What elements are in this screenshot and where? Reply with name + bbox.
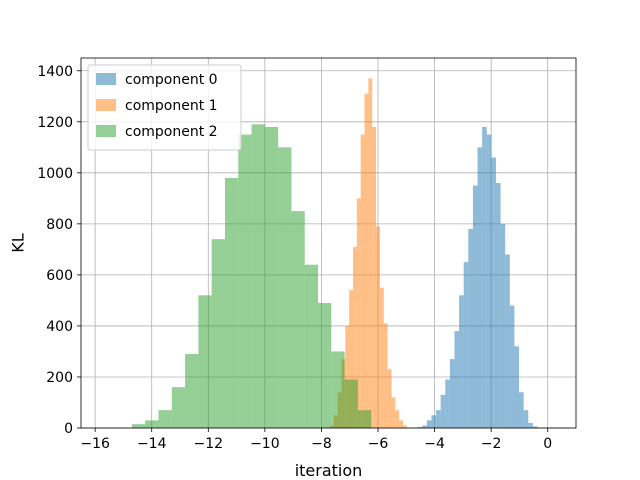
histogram-bar-component-0 (509, 305, 515, 428)
y-tick-label: 1000 (37, 166, 73, 182)
x-tick-label: −2 (481, 436, 502, 452)
legend-swatch-component-0 (96, 73, 116, 85)
y-tick-label: 400 (46, 319, 73, 335)
histogram-bar-component-1 (364, 93, 369, 429)
histogram-bar-component-1 (376, 226, 380, 428)
histogram-bar-component-2 (264, 126, 279, 429)
histogram-bar-component-2 (304, 264, 319, 428)
legend-swatch-component-1 (96, 99, 116, 111)
legend-box (87, 64, 242, 151)
histogram-bar-component-0 (486, 134, 492, 428)
histogram-bar-component-2 (291, 211, 305, 428)
histogram-bar-component-2 (238, 134, 252, 428)
histogram-bar-component-1 (372, 126, 377, 429)
histogram-bar-component-2 (318, 302, 332, 428)
legend: component 0 component 1 component 2 (87, 64, 242, 151)
histogram-bar-component-2 (211, 239, 225, 428)
histogram-bar-component-1 (360, 134, 365, 428)
histogram-bar-component-0 (436, 410, 441, 428)
histogram-bar-component-0 (472, 185, 478, 428)
x-tick-label: −14 (137, 436, 167, 452)
histogram-bar-component-0 (449, 359, 455, 428)
histogram-bar-component-0 (468, 228, 473, 428)
histogram-bar-component-0 (491, 157, 496, 428)
histogram-bar-component-0 (528, 422, 533, 428)
x-tick-label: −6 (368, 436, 389, 452)
histogram-bar-component-0 (514, 346, 520, 428)
y-tick-label: 1200 (37, 115, 73, 131)
x-tick-label: −8 (311, 436, 332, 452)
histogram-bar-component-2 (251, 124, 265, 429)
histogram-bar-component-0 (417, 426, 423, 428)
histogram-bar-component-1 (379, 287, 384, 428)
histogram-bar-component-0 (440, 394, 446, 428)
y-axis-ticks: 0 200 400 600 800 1000 1200 1400 (37, 64, 81, 437)
histogram-bar-component-0 (519, 392, 524, 428)
histogram-bar-component-1 (356, 198, 361, 428)
histogram-bar-component-0 (459, 295, 464, 428)
plot-frame (80, 57, 577, 429)
histogram-bar-component-0 (422, 425, 427, 428)
x-tick-label: −10 (250, 436, 280, 452)
histogram-bar-component-1 (352, 246, 357, 428)
histogram-bar-component-2 (331, 351, 345, 428)
histogram-bar-component-2 (224, 177, 239, 428)
histogram-bar-component-1 (403, 425, 407, 428)
histogram-bar-component-1 (391, 397, 396, 428)
histogram-bar-component-0 (454, 331, 460, 428)
histogram-bar-component-0 (445, 379, 450, 428)
legend-label-component-2: component 2 (125, 124, 218, 140)
histogram-bar-component-1 (349, 290, 353, 428)
y-tick-label: 800 (46, 217, 73, 233)
histogram-bar-component-0 (477, 147, 483, 428)
histogram-bar-component-2 (278, 147, 292, 428)
y-tick-label: 0 (64, 421, 73, 437)
y-tick-label: 200 (46, 370, 73, 386)
legend-label-component-1: component 1 (125, 98, 218, 114)
histogram-bar-component-2 (131, 424, 146, 428)
y-axis-label: KL (9, 233, 28, 252)
x-axis-label: iteration (295, 461, 363, 480)
histogram-bar-component-1 (399, 420, 404, 428)
histogram-bar-component-0 (482, 126, 487, 429)
histogram-bar-component-0 (463, 262, 469, 428)
histogram-bar-component-2 (171, 387, 186, 428)
histogram-bar-component-0 (523, 410, 529, 428)
legend-swatch-component-2 (96, 125, 116, 137)
histogram-bar-component-0 (500, 223, 506, 428)
histogram-bars (131, 78, 538, 429)
x-axis-ticks: −16 −14 −12 −10 −8 −6 −4 −2 0 (80, 428, 552, 452)
x-tick-label: −12 (194, 436, 224, 452)
histogram-bar-component-2 (357, 410, 372, 428)
x-tick-label: 0 (543, 436, 552, 452)
histogram-bar-component-2 (344, 379, 358, 428)
y-tick-label: 1400 (37, 64, 73, 80)
histogram-bar-component-0 (505, 254, 510, 428)
histogram-bar-component-2 (198, 295, 212, 428)
histogram-bar-component-1 (345, 325, 350, 428)
histogram-bar-component-1 (383, 323, 388, 428)
histogram-bar-component-2 (145, 420, 159, 428)
histogram-bar-component-0 (495, 183, 501, 428)
histogram-bar-component-0 (431, 415, 437, 428)
histogram-bar-component-0 (532, 426, 538, 428)
x-tick-label: −16 (80, 436, 110, 452)
histogram-bar-component-1 (395, 410, 400, 428)
histogram-bar-component-2 (158, 410, 172, 428)
histogram-bar-component-2 (185, 354, 199, 428)
x-tick-label: −4 (424, 436, 445, 452)
legend-label-component-0: component 0 (125, 72, 218, 88)
histogram-bar-component-1 (387, 369, 392, 428)
histogram-bar-component-1 (368, 78, 373, 429)
y-tick-label: 600 (46, 268, 73, 284)
histogram-bar-component-0 (426, 420, 432, 428)
